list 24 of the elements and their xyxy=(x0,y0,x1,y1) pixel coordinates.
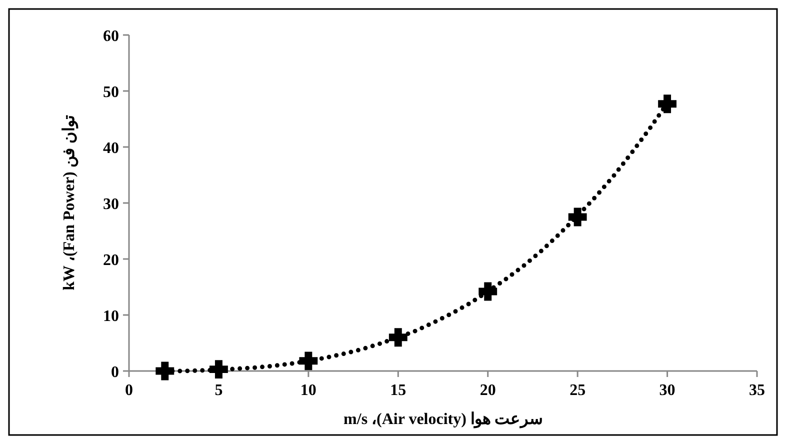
x-tick-label: 20 xyxy=(480,382,496,399)
y-tick-label: 50 xyxy=(103,84,119,101)
point xyxy=(568,208,587,226)
y-tick-label: 30 xyxy=(103,196,119,213)
point xyxy=(478,282,498,301)
point xyxy=(299,352,318,370)
point xyxy=(210,360,228,379)
point xyxy=(658,94,676,114)
x-tick-label: 10 xyxy=(300,382,316,399)
x-tick-label: 0 xyxy=(125,382,133,399)
x-tick-label: 15 xyxy=(390,382,406,399)
x-axis-title: سرعت هوا (Air velocity)، m/s xyxy=(344,411,542,429)
x-tick-label: 25 xyxy=(570,382,586,399)
y-axis-title: توان فن (Fan Power)، kW xyxy=(61,114,79,290)
x-tick-label: 35 xyxy=(749,382,765,399)
point xyxy=(388,328,408,347)
y-tick-label: 20 xyxy=(103,252,119,269)
y-tick-label: 0 xyxy=(111,364,119,381)
x-tick-label: 5 xyxy=(214,382,223,399)
y-tick-label: 40 xyxy=(103,140,119,157)
y-tick-label: 10 xyxy=(103,308,119,325)
x-tick-label: 30 xyxy=(659,382,676,399)
point xyxy=(156,362,174,380)
y-tick-label: 60 xyxy=(103,28,119,45)
